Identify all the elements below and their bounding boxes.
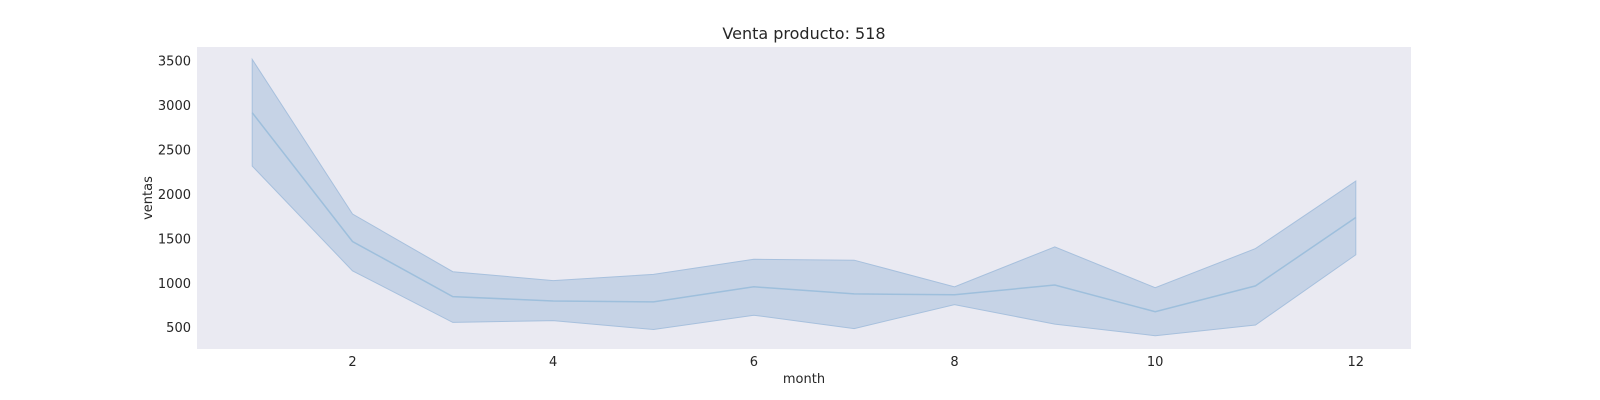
y-tick-label: 3500 xyxy=(158,55,191,70)
y-tick-label: 2500 xyxy=(158,144,191,159)
x-tick-label: 4 xyxy=(549,355,557,370)
data-point-month-12 xyxy=(1354,216,1358,220)
confidence-band xyxy=(251,57,1357,337)
y-tick-label: 1500 xyxy=(158,232,191,247)
data-point-month-11 xyxy=(1253,284,1257,288)
x-tick-label: 12 xyxy=(1348,355,1365,370)
data-point-month-6 xyxy=(752,285,756,289)
data-point-month-4 xyxy=(551,299,555,303)
y-tick-label: 3000 xyxy=(158,99,191,114)
data-point-month-5 xyxy=(652,300,656,304)
data-point-month-2 xyxy=(351,240,355,244)
data-point-month-9 xyxy=(1053,283,1057,287)
data-point-month-1 xyxy=(250,111,254,115)
chart-title: Venta producto: 518 xyxy=(722,24,885,43)
data-point-month-8 xyxy=(952,293,956,297)
y-axis-ticks: 500 1000 1500 2000 2500 3000 3500 xyxy=(158,55,191,336)
y-tick-label: 2000 xyxy=(158,188,191,203)
x-axis-ticks: 2 4 6 8 10 12 xyxy=(348,355,1364,370)
data-point-month-7 xyxy=(852,292,856,296)
x-tick-label: 8 xyxy=(950,355,958,370)
x-tick-label: 6 xyxy=(750,355,758,370)
data-point-month-10 xyxy=(1153,310,1157,314)
x-tick-label: 10 xyxy=(1147,355,1164,370)
y-tick-label: 500 xyxy=(166,321,191,336)
y-axis-label: ventas xyxy=(141,176,156,220)
x-axis-label: month xyxy=(783,372,825,387)
series-line xyxy=(251,112,1357,313)
data-point-month-3 xyxy=(451,295,455,299)
x-tick-label: 2 xyxy=(348,355,356,370)
y-tick-label: 1000 xyxy=(158,277,191,292)
